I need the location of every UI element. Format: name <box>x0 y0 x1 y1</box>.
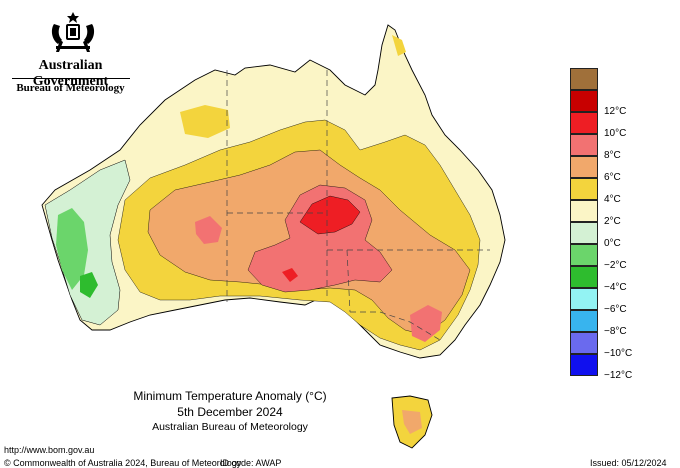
legend-swatch <box>570 112 598 134</box>
legend-swatch <box>570 354 598 376</box>
footer-url[interactable]: http://www.bom.gov.au <box>4 445 95 455</box>
legend-tick-label: 10°C <box>604 128 627 139</box>
legend-swatch <box>570 178 598 200</box>
department-name: Bureau of Meteorology <box>16 82 125 94</box>
title-line3: Australian Bureau of Meteorology <box>152 421 308 433</box>
colour-legend: 12°C 10°C 8°C 6°C 4°C 2°C 0°C −2°C −4°C −6°C −8°C −… <box>570 68 640 381</box>
legend-tick-label: −6°C <box>604 304 627 315</box>
cool-zone-west <box>44 159 131 326</box>
legend-swatch <box>570 266 598 288</box>
legend-tick-label: −10°C <box>604 348 633 359</box>
legend-swatch <box>570 310 598 332</box>
legend-tick-label: 4°C <box>604 194 621 205</box>
logo-divider <box>12 78 130 79</box>
government-name: Australian Government <box>32 58 109 89</box>
legend-tick-label: 6°C <box>604 172 621 183</box>
title-line2: 5th December 2024 <box>177 405 283 419</box>
title-line1: Minimum Temperature Anomaly (°C) <box>133 389 327 403</box>
legend-tick-label: 0°C <box>604 238 621 249</box>
legend-swatch <box>570 200 598 222</box>
legend-swatch <box>570 244 598 266</box>
legend-tick-label: 8°C <box>604 150 621 161</box>
legend-swatch <box>570 134 598 156</box>
tasmania-warm <box>402 410 422 434</box>
coldest-zone-west <box>80 272 98 298</box>
legend-swatch <box>570 332 598 354</box>
legend-swatch <box>570 222 598 244</box>
legend-swatch <box>570 156 598 178</box>
government-logo: Australian Government Bureau of Meteorol… <box>8 10 133 98</box>
legend-swatch <box>570 90 598 112</box>
footer-copyright: © Commonwealth of Australia 2024, Bureau… <box>4 458 242 468</box>
legend-tick-label: −8°C <box>604 326 627 337</box>
cooler-zone-west <box>56 208 88 290</box>
warm-zone-8-10 <box>299 195 361 235</box>
australia-anomaly-map <box>41 24 506 449</box>
legend-tick-label: −2°C <box>604 260 627 271</box>
footer-id-code: ID code: AWAP <box>220 458 282 468</box>
legend-tick-label: 12°C <box>604 106 627 117</box>
warm-zone-north <box>180 105 230 138</box>
footer-issued: Issued: 05/12/2024 <box>590 458 667 468</box>
map-title: Minimum Temperature Anomaly (°C) 5th Dec… <box>100 388 360 434</box>
legend-tick-label: −4°C <box>604 282 627 293</box>
legend-tick-label: −12°C <box>604 370 633 381</box>
state-borders <box>226 70 490 341</box>
warm-zone-6-8-se <box>410 305 442 342</box>
legend-swatch <box>570 68 598 90</box>
warm-zone-6-8-west <box>195 216 222 244</box>
warm-zone-8-10-small <box>282 268 298 282</box>
legend-tick-label: 2°C <box>604 216 621 227</box>
coat-of-arms-icon <box>51 12 95 52</box>
legend-swatch <box>570 288 598 310</box>
warm-zone-ne <box>392 35 406 56</box>
